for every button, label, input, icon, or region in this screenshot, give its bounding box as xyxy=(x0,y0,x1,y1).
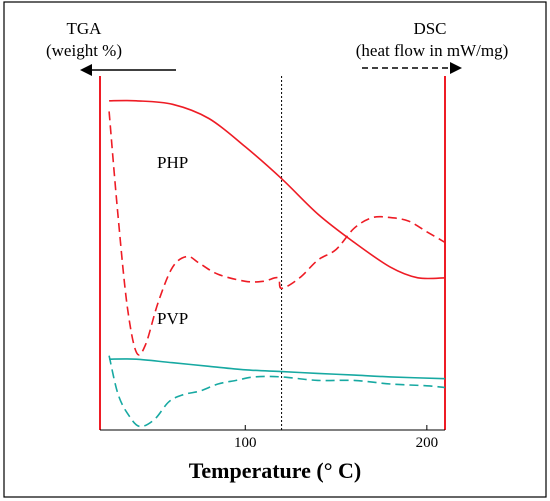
plot-area xyxy=(99,76,446,431)
right-axis-subtitle: (heat flow in mW/mg) xyxy=(356,41,509,60)
x-tick-label-200: 200 xyxy=(416,435,439,451)
left-axis-title: TGA xyxy=(67,19,103,38)
x-tick-label-100: 100 xyxy=(234,435,257,451)
figure-border xyxy=(3,1,547,498)
pvp-dsc-curve xyxy=(108,355,446,428)
php-dsc-curve xyxy=(108,111,446,356)
x-ticks: 100 200 xyxy=(234,425,438,451)
php-tga-curve xyxy=(109,99,446,280)
right-arrow-icon xyxy=(362,62,462,74)
curves-group xyxy=(108,99,446,428)
pvp-tga-curve xyxy=(109,358,446,380)
php-label: PHP xyxy=(157,153,188,172)
left-arrow-icon xyxy=(80,64,176,76)
x-axis-label: Temperature (° C) xyxy=(189,458,362,483)
left-axis-subtitle: (weight %) xyxy=(46,41,122,60)
right-axis-title: DSC xyxy=(413,19,446,38)
pvp-label: PVP xyxy=(157,309,188,328)
